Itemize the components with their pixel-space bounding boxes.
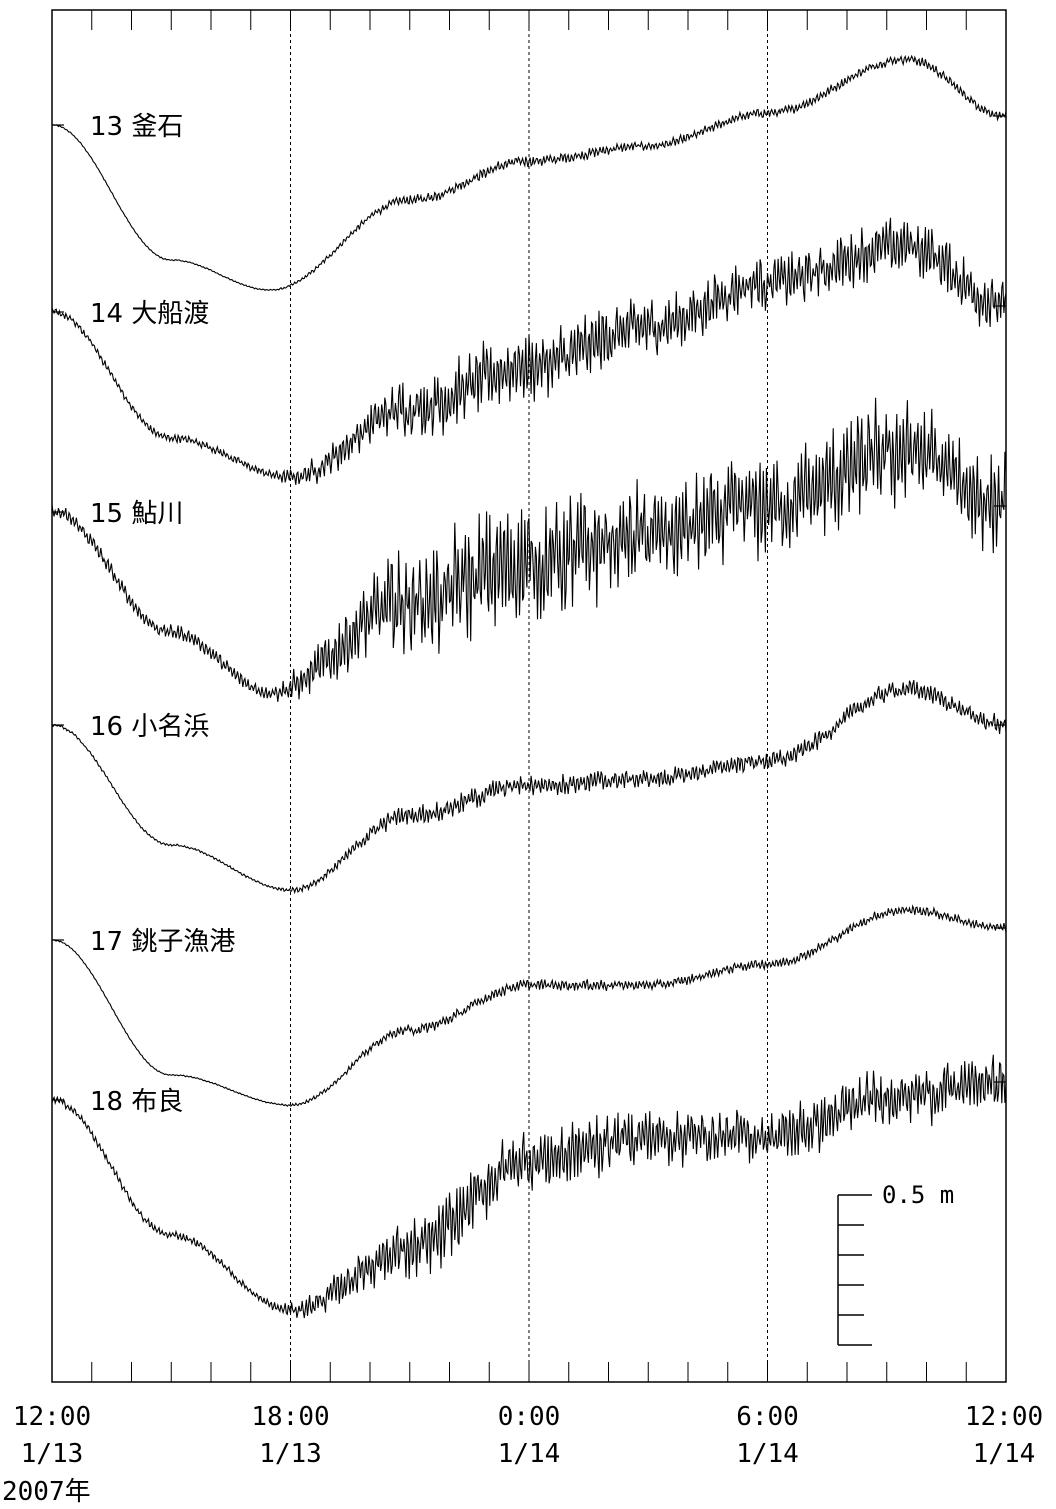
x-tick-time-4: 12:00 (965, 1402, 1043, 1432)
series-label-13: 13 釜石 (90, 112, 183, 142)
x-tick-time-0: 12:00 (13, 1402, 91, 1432)
trace-14 (51, 217, 1007, 485)
series-traces (51, 54, 1007, 1319)
series-label-14: 14 大船渡 (90, 299, 209, 329)
trace-17 (51, 904, 1007, 1108)
scale-bar: 0.5 m (837, 1181, 954, 1346)
x-tick-time-2: 0:00 (498, 1402, 561, 1432)
gridlines (290, 10, 768, 1382)
trace-15 (51, 397, 1007, 702)
x-tick-labels: 12:00 1/13 18:00 1/13 0:00 1/14 6:00 1/14 12:00 1… (13, 1402, 1043, 1469)
trace-13 (51, 54, 1007, 291)
year-label: 2007年 (2, 1477, 91, 1507)
scale-bar-label: 0.5 m (882, 1181, 954, 1209)
x-tick-date-4: 1/14 (973, 1439, 1036, 1469)
x-tick-time-3: 6:00 (736, 1402, 799, 1432)
x-tick-date-2: 1/14 (498, 1439, 561, 1469)
x-tick-date-0: 1/13 (21, 1439, 84, 1469)
x-tick-date-1: 1/13 (259, 1439, 322, 1469)
series-labels: 13 釜石 14 大船渡 15 鮎川 16 小名浜 17 銚子漁港 18 布良 (90, 112, 235, 1117)
series-label-17: 17 銚子漁港 (90, 927, 235, 957)
series-label-18: 18 布良 (90, 1087, 183, 1117)
x-tick-time-1: 18:00 (251, 1402, 329, 1432)
axis-ticks (91, 10, 967, 1382)
trace-18 (51, 1054, 1007, 1319)
series-label-15: 15 鮎川 (90, 499, 183, 529)
series-label-16: 16 小名浜 (90, 712, 209, 742)
x-tick-date-3: 1/14 (736, 1439, 799, 1469)
trace-16 (51, 679, 1007, 895)
